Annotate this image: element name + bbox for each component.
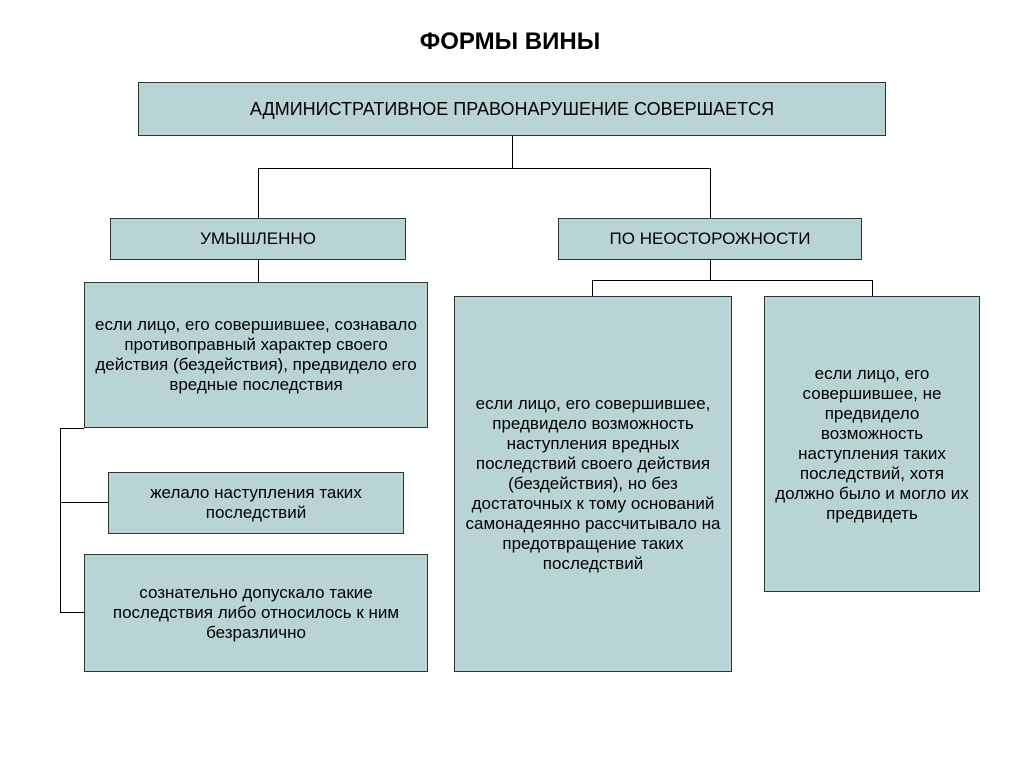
int2-box: желало наступления таких последствий — [108, 472, 404, 534]
connector-line — [592, 280, 593, 296]
connector-line — [592, 280, 872, 281]
connector-line — [512, 136, 513, 168]
neg1-box: если лицо, его совершившее, предвидело в… — [454, 296, 732, 672]
connector-line — [60, 502, 108, 503]
connector-line — [60, 428, 61, 612]
intentional-box: УМЫШЛЕННО — [110, 218, 406, 260]
connector-line — [872, 280, 873, 296]
connector-line — [258, 168, 710, 169]
diagram-title: ФОРМЫ ВИНЫ — [370, 28, 650, 56]
neg2-box: если лицо, его совершившее, не предвидел… — [764, 296, 980, 592]
connector-line — [710, 168, 711, 218]
connector-line — [258, 168, 259, 218]
connector-line — [710, 260, 711, 280]
int3-box: сознательно допускало такие последствия … — [84, 554, 428, 672]
negligence-box: ПО НЕОСТОРОЖНОСТИ — [558, 218, 862, 260]
connector-line — [258, 260, 259, 282]
connector-line — [60, 428, 84, 429]
connector-line — [60, 612, 84, 613]
int1-box: если лицо, его совершившее, сознавало пр… — [84, 282, 428, 428]
root-box: АДМИНИСТРАТИВНОЕ ПРАВОНАРУШЕНИЕ СОВЕРШАЕ… — [138, 82, 886, 136]
